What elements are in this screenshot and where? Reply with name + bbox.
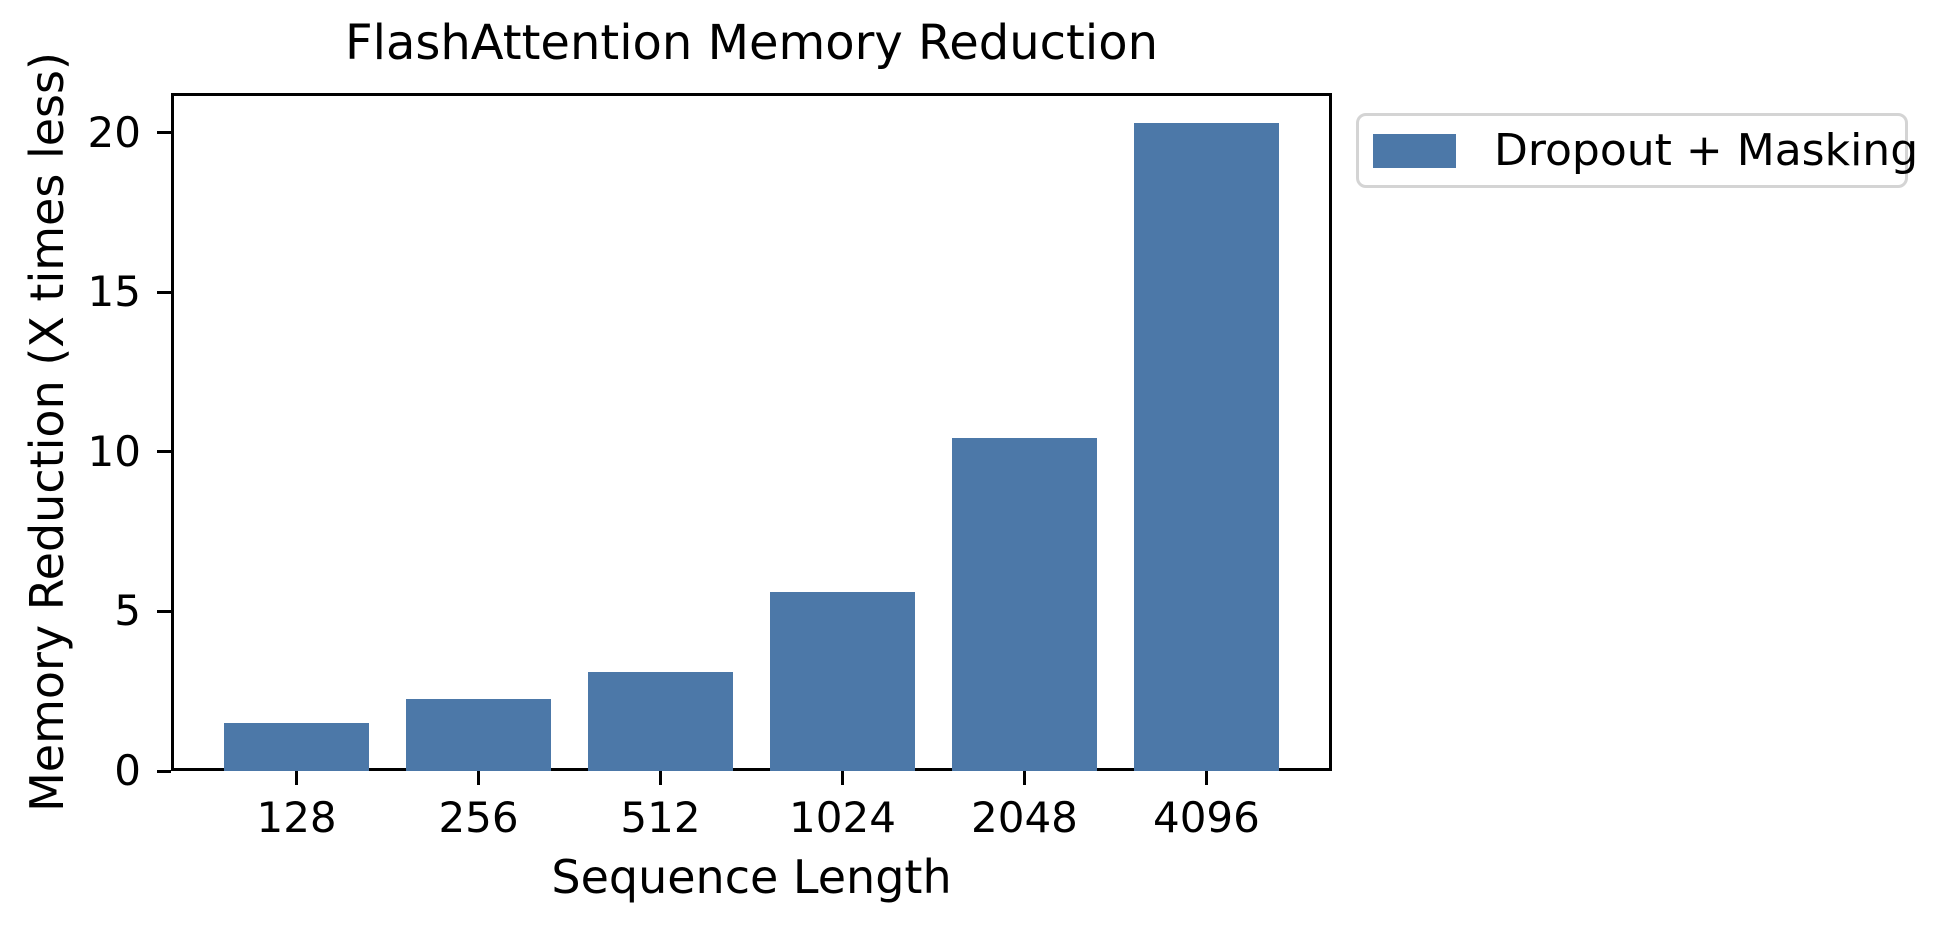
y-tick-mark [157,131,171,135]
bar [951,437,1098,771]
x-tick-label: 1024 [789,793,896,842]
y-tick-mark [157,450,171,454]
y-tick-mark [157,290,171,294]
bar [223,723,370,771]
x-tick-label: 4096 [1152,793,1260,842]
y-tick-label: 10 [87,426,141,476]
legend-box: Dropout + Masking [1356,113,1918,188]
legend-swatch-icon [1373,133,1456,168]
bar [405,699,552,771]
y-tick-mark [157,769,171,773]
bar [587,672,734,771]
y-tick-mark [157,609,171,613]
y-tick-label: 5 [114,586,141,636]
legend-label: Dropout + Masking [1494,124,1919,176]
x-tick-mark [295,771,299,785]
x-axis-label: Sequence Length [551,850,952,904]
bar [1133,123,1280,771]
y-tick-label: 20 [87,107,141,157]
x-tick-mark [1204,771,1208,785]
x-tick-mark [840,771,844,785]
bar [769,592,916,771]
x-tick-mark [1022,771,1026,785]
x-tick-mark [659,771,662,785]
x-tick-label: 256 [438,793,519,842]
x-tick-label: 2048 [971,793,1078,842]
y-tick-label: 15 [87,267,141,317]
x-tick-label: 512 [620,793,701,842]
y-tick-label: 0 [114,746,141,795]
x-tick-mark [477,771,481,785]
x-tick-label: 128 [256,793,337,842]
chart-title: FlashAttention Memory Reduction [345,15,1158,71]
